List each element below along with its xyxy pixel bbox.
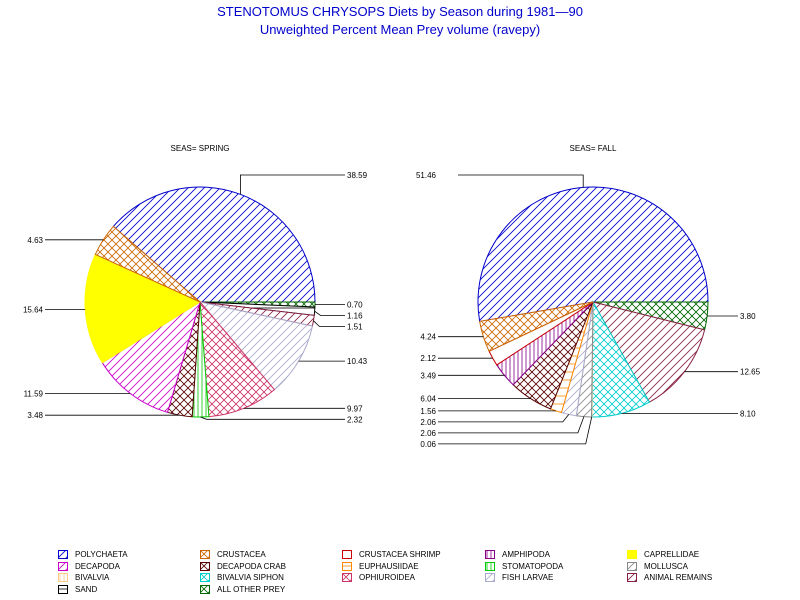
data-label-fish-larvae: 10.43	[347, 357, 368, 366]
legend-swatch	[200, 573, 210, 582]
slice-ophiuroidea	[199, 300, 276, 418]
data-label-stomatopoda: 2.32	[347, 415, 363, 424]
slice-fish-larvae	[198, 301, 314, 391]
legend-label: BIVALVIA	[75, 573, 110, 582]
callout-line	[438, 416, 585, 434]
legend-swatch	[342, 561, 352, 571]
legend-swatch	[58, 573, 68, 582]
callout-line	[438, 414, 570, 423]
legend-label: FISH LARVAE	[502, 573, 554, 582]
chart-title: STENOTOMUS CHRYSOPS Diets by Season duri…	[217, 4, 583, 19]
slice-animal-remains	[591, 301, 706, 403]
legend-swatch	[485, 561, 495, 571]
callout-line	[239, 174, 345, 195]
callout-line	[314, 310, 345, 316]
legend-swatch	[200, 561, 210, 571]
legend-swatch	[58, 561, 68, 571]
data-label-crustacea: 4.63	[27, 236, 43, 245]
legend-swatch	[627, 550, 637, 559]
data-label-caprellidae: 15.64	[23, 305, 44, 314]
slice-crustacea	[94, 225, 201, 303]
legend-label: ANIMAL REMAINS	[644, 573, 713, 582]
callout-line	[200, 416, 345, 420]
slice-caprellidae	[84, 253, 202, 364]
legend-swatch	[627, 561, 637, 571]
legend-label: CRUSTACEA SHRIMP	[359, 550, 441, 559]
data-label-amphipoda: 3.49	[420, 371, 436, 380]
legend-label: CAPRELLIDAE	[644, 550, 700, 559]
slice-decapoda	[101, 300, 201, 413]
legend-swatch	[485, 550, 495, 559]
legend-swatch	[58, 550, 68, 559]
data-label-decapoda-crab: 6.04	[420, 395, 436, 404]
legend-swatch	[342, 573, 352, 582]
callout-line	[313, 320, 345, 327]
legend-label: STOMATOPODA	[502, 561, 564, 571]
pie-title: SEAS= SPRING	[171, 144, 230, 153]
callout-line	[438, 416, 593, 445]
legend-swatch	[485, 573, 495, 582]
data-label-euphausiidae: 1.56	[420, 407, 436, 416]
legend-label: BIVALVIA SIPHON	[217, 573, 284, 582]
data-label-animal-remains: 1.51	[347, 323, 363, 332]
legend-swatch	[200, 584, 210, 594]
legend-swatch	[58, 584, 68, 594]
callout-line	[458, 174, 584, 188]
pie-title: SEAS= FALL	[570, 144, 617, 153]
data-label-fish-larvae: 2.06	[420, 418, 436, 427]
data-label-all-other-prey: 3.80	[740, 312, 756, 321]
data-label-animal-remains: 12.65	[740, 368, 761, 377]
chart-subtitle: Unweighted Percent Mean Prey volume (rav…	[259, 22, 541, 37]
data-label-bivalvia: 0.06	[420, 440, 436, 449]
legend-label: EUPHAUSIIDAE	[359, 561, 419, 571]
legend-label: MOLLUSCA	[644, 561, 689, 571]
data-label-crustacea-shrimp: 2.12	[420, 354, 436, 363]
data-label-decapoda-crab: 3.48	[27, 411, 43, 420]
data-label-crustacea: 4.24	[420, 333, 436, 342]
legend-label: ALL OTHER PREY	[217, 584, 286, 594]
data-label-polychaeta: 38.59	[347, 171, 368, 180]
legend-swatch	[200, 550, 210, 559]
data-label-mollusca: 2.06	[420, 429, 436, 438]
slice-polychaeta	[477, 186, 709, 323]
data-label-decapoda: 11.59	[24, 389, 44, 398]
data-label-polychaeta: 51.46	[416, 171, 437, 180]
slice-polychaeta	[112, 186, 316, 303]
legend-label: DECAPODA	[75, 561, 120, 571]
pie-seas-fall: SEAS= FALL 3.80 12.65 8.10 51.46 4.24 2.12 3.49…	[416, 144, 761, 449]
data-label-sand: 1.16	[347, 312, 363, 321]
data-label-bivalvia-siphon: 8.10	[740, 409, 756, 418]
legend-label: OPHIUROIDEA	[359, 573, 416, 582]
legend-label: AMPHIPODA	[502, 550, 551, 559]
data-label-ophiuroidea: 9.97	[347, 404, 363, 413]
legend-label: CRUSTACEA	[217, 550, 266, 559]
legend-label: SAND	[75, 584, 98, 594]
legend-swatch	[627, 573, 637, 582]
pie-seas-spring: SEAS= SPRING 38.59 0.70 1.16 1.51 10.43 9.97 2.…	[23, 144, 368, 424]
legend-swatch	[342, 550, 352, 559]
data-label-all-other-prey: 0.70	[347, 301, 363, 310]
legend-label: DECAPODA CRAB	[217, 561, 286, 571]
legend-label: POLYCHAETA	[75, 550, 128, 559]
